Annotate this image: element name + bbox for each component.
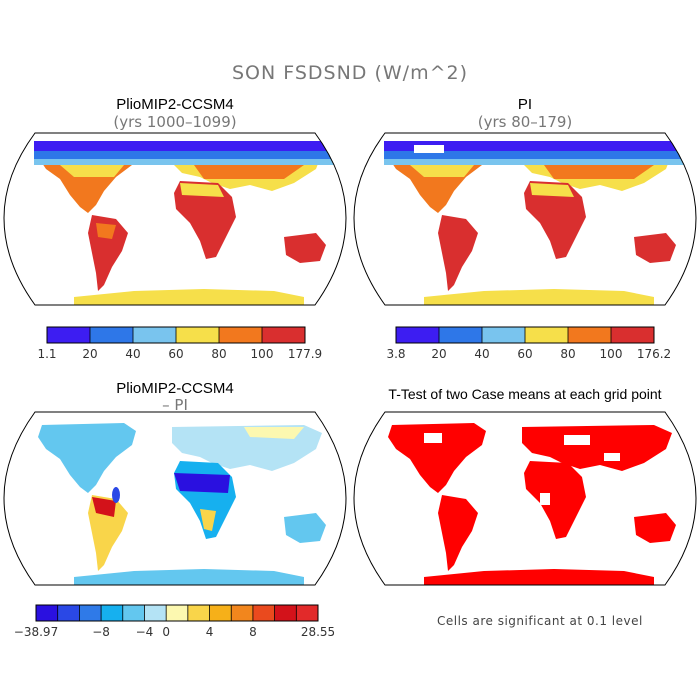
colorbar-segment bbox=[525, 327, 569, 343]
colorbar-tick-label: 80 bbox=[560, 347, 576, 361]
colorbar-segment bbox=[79, 605, 102, 621]
colorbar-segment bbox=[396, 327, 440, 343]
colorbar-segment bbox=[439, 327, 483, 343]
colorbar-segment bbox=[568, 327, 612, 343]
colorbar-segment bbox=[47, 327, 91, 343]
colorbar-segment bbox=[482, 327, 526, 343]
colorbar-tick-label: 8 bbox=[249, 625, 257, 639]
colorbar-panel-1 bbox=[46, 326, 306, 344]
colorbar-tick-label: 100 bbox=[250, 347, 274, 361]
colorbar-tick-label: 3.8 bbox=[386, 347, 406, 361]
colorbar-tick-label: 40 bbox=[125, 347, 141, 361]
colorbar-segment bbox=[133, 327, 177, 343]
map-panel-4 bbox=[353, 411, 697, 586]
colorbar-tick-label: 40 bbox=[474, 347, 490, 361]
colorbar-segment bbox=[187, 605, 211, 621]
panel-2-subtitle: (yrs 80–179) bbox=[477, 113, 573, 131]
panel-3-subtitle: – PI bbox=[162, 396, 188, 414]
colorbar-segment bbox=[296, 605, 319, 621]
panel-3-title: PlioMIP2-CCSM4 bbox=[116, 380, 234, 397]
colorbar-tick-label: 177.9 bbox=[287, 347, 323, 361]
colorbar-tick-label: 28.55 bbox=[300, 625, 336, 639]
colorbar-tick-label: −8 bbox=[92, 625, 110, 639]
colorbar-tick-label: 80 bbox=[211, 347, 227, 361]
colorbar-tick-label: 60 bbox=[517, 347, 533, 361]
colorbar-segment bbox=[90, 327, 134, 343]
colorbar-segment bbox=[166, 605, 189, 621]
panel-1-subtitle: (yrs 1000–1099) bbox=[113, 113, 237, 131]
colorbar-segment bbox=[209, 605, 232, 621]
map-panel-3 bbox=[3, 411, 347, 586]
colorbar-tick-label: 4 bbox=[205, 625, 214, 639]
colorbar-panel-3 bbox=[35, 604, 319, 622]
colorbar-border bbox=[35, 604, 319, 622]
significance-note: Cells are significant at 0.1 level bbox=[437, 614, 643, 628]
colorbar-segment bbox=[57, 605, 80, 621]
colorbar-tick-label: −4 bbox=[135, 625, 154, 639]
colorbar-segment bbox=[101, 605, 124, 621]
colorbar-segment bbox=[252, 605, 276, 621]
colorbar-segment bbox=[231, 605, 254, 621]
colorbar-segment bbox=[176, 327, 220, 343]
colorbar-segment bbox=[262, 327, 306, 343]
colorbar-tick-label: 20 bbox=[82, 347, 98, 361]
colorbar-segment bbox=[611, 327, 655, 343]
colorbar-tick-label: 1.1 bbox=[37, 347, 57, 361]
colorbar-segment bbox=[122, 605, 145, 621]
colorbar-tick-label: 60 bbox=[168, 347, 184, 361]
panel-1-title: PlioMIP2-CCSM4 bbox=[116, 96, 234, 113]
colorbar-tick-label: 176.2 bbox=[636, 347, 672, 361]
colorbar-tick-label: 0 bbox=[162, 625, 170, 639]
colorbar-tick-label: −38.97 bbox=[13, 625, 59, 639]
map-panel-2 bbox=[353, 132, 697, 306]
map-panel-1 bbox=[3, 132, 347, 306]
colorbar-segment bbox=[274, 605, 297, 621]
colorbar-segment bbox=[219, 327, 263, 343]
colorbar-tick-label: 20 bbox=[431, 347, 447, 361]
colorbar-tick-label: 100 bbox=[599, 347, 623, 361]
panel-4-title: T-Test of two Case means at each grid po… bbox=[388, 386, 662, 402]
colorbar-segment bbox=[36, 605, 59, 621]
figure-title: SON FSDSND (W/m^2) bbox=[231, 62, 469, 84]
colorbar-panel-2 bbox=[395, 326, 655, 344]
panel-2-title: PI bbox=[517, 96, 533, 113]
colorbar-segment bbox=[144, 605, 167, 621]
